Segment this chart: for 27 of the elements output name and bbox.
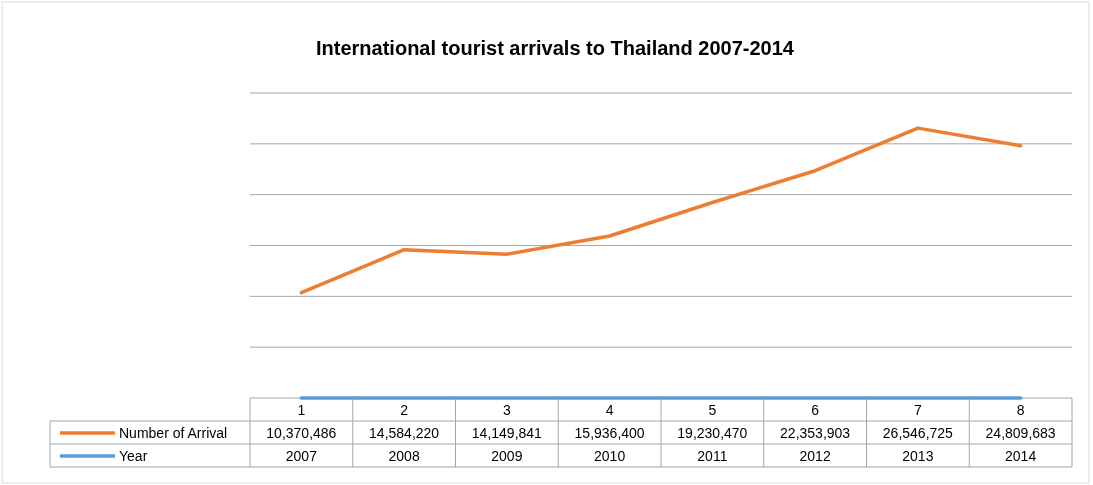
legend-label: Number of Arrival: [119, 425, 228, 441]
data-label: 19,230,470: [677, 425, 748, 441]
data-label: 2007: [285, 448, 318, 464]
data-label: 26,546,725: [882, 425, 954, 441]
x-tick-label: 6: [811, 402, 820, 418]
data-label: 2011: [697, 448, 728, 464]
chart-title: International tourist arrivals to Thailand 2007-2014: [316, 37, 795, 59]
x-tick-label: 4: [605, 402, 614, 418]
x-tick-label: 3: [502, 402, 511, 418]
data-label: 14,149,841: [471, 425, 543, 441]
data-label: 10,370,486: [266, 425, 337, 441]
x-tick-label: 2: [400, 402, 409, 418]
data-label: 2013: [902, 448, 934, 464]
data-label: 2010: [594, 448, 626, 464]
x-tick-label: 1: [297, 402, 306, 418]
data-label: 24,809,683: [985, 425, 1056, 441]
x-tick-label: 8: [1016, 402, 1025, 418]
x-tick-label: 5: [708, 402, 717, 418]
data-label: 2008: [388, 448, 420, 464]
data-label: 14,584,220: [369, 425, 440, 441]
data-label: 2014: [1005, 448, 1037, 464]
data-label: 22,353,903: [780, 425, 851, 441]
data-label: 2009: [491, 448, 523, 464]
x-tick-label: 7: [913, 402, 922, 418]
legend-label: Year: [119, 448, 148, 464]
data-label: 15,936,400: [574, 425, 645, 441]
data-label: 2012: [799, 448, 831, 464]
